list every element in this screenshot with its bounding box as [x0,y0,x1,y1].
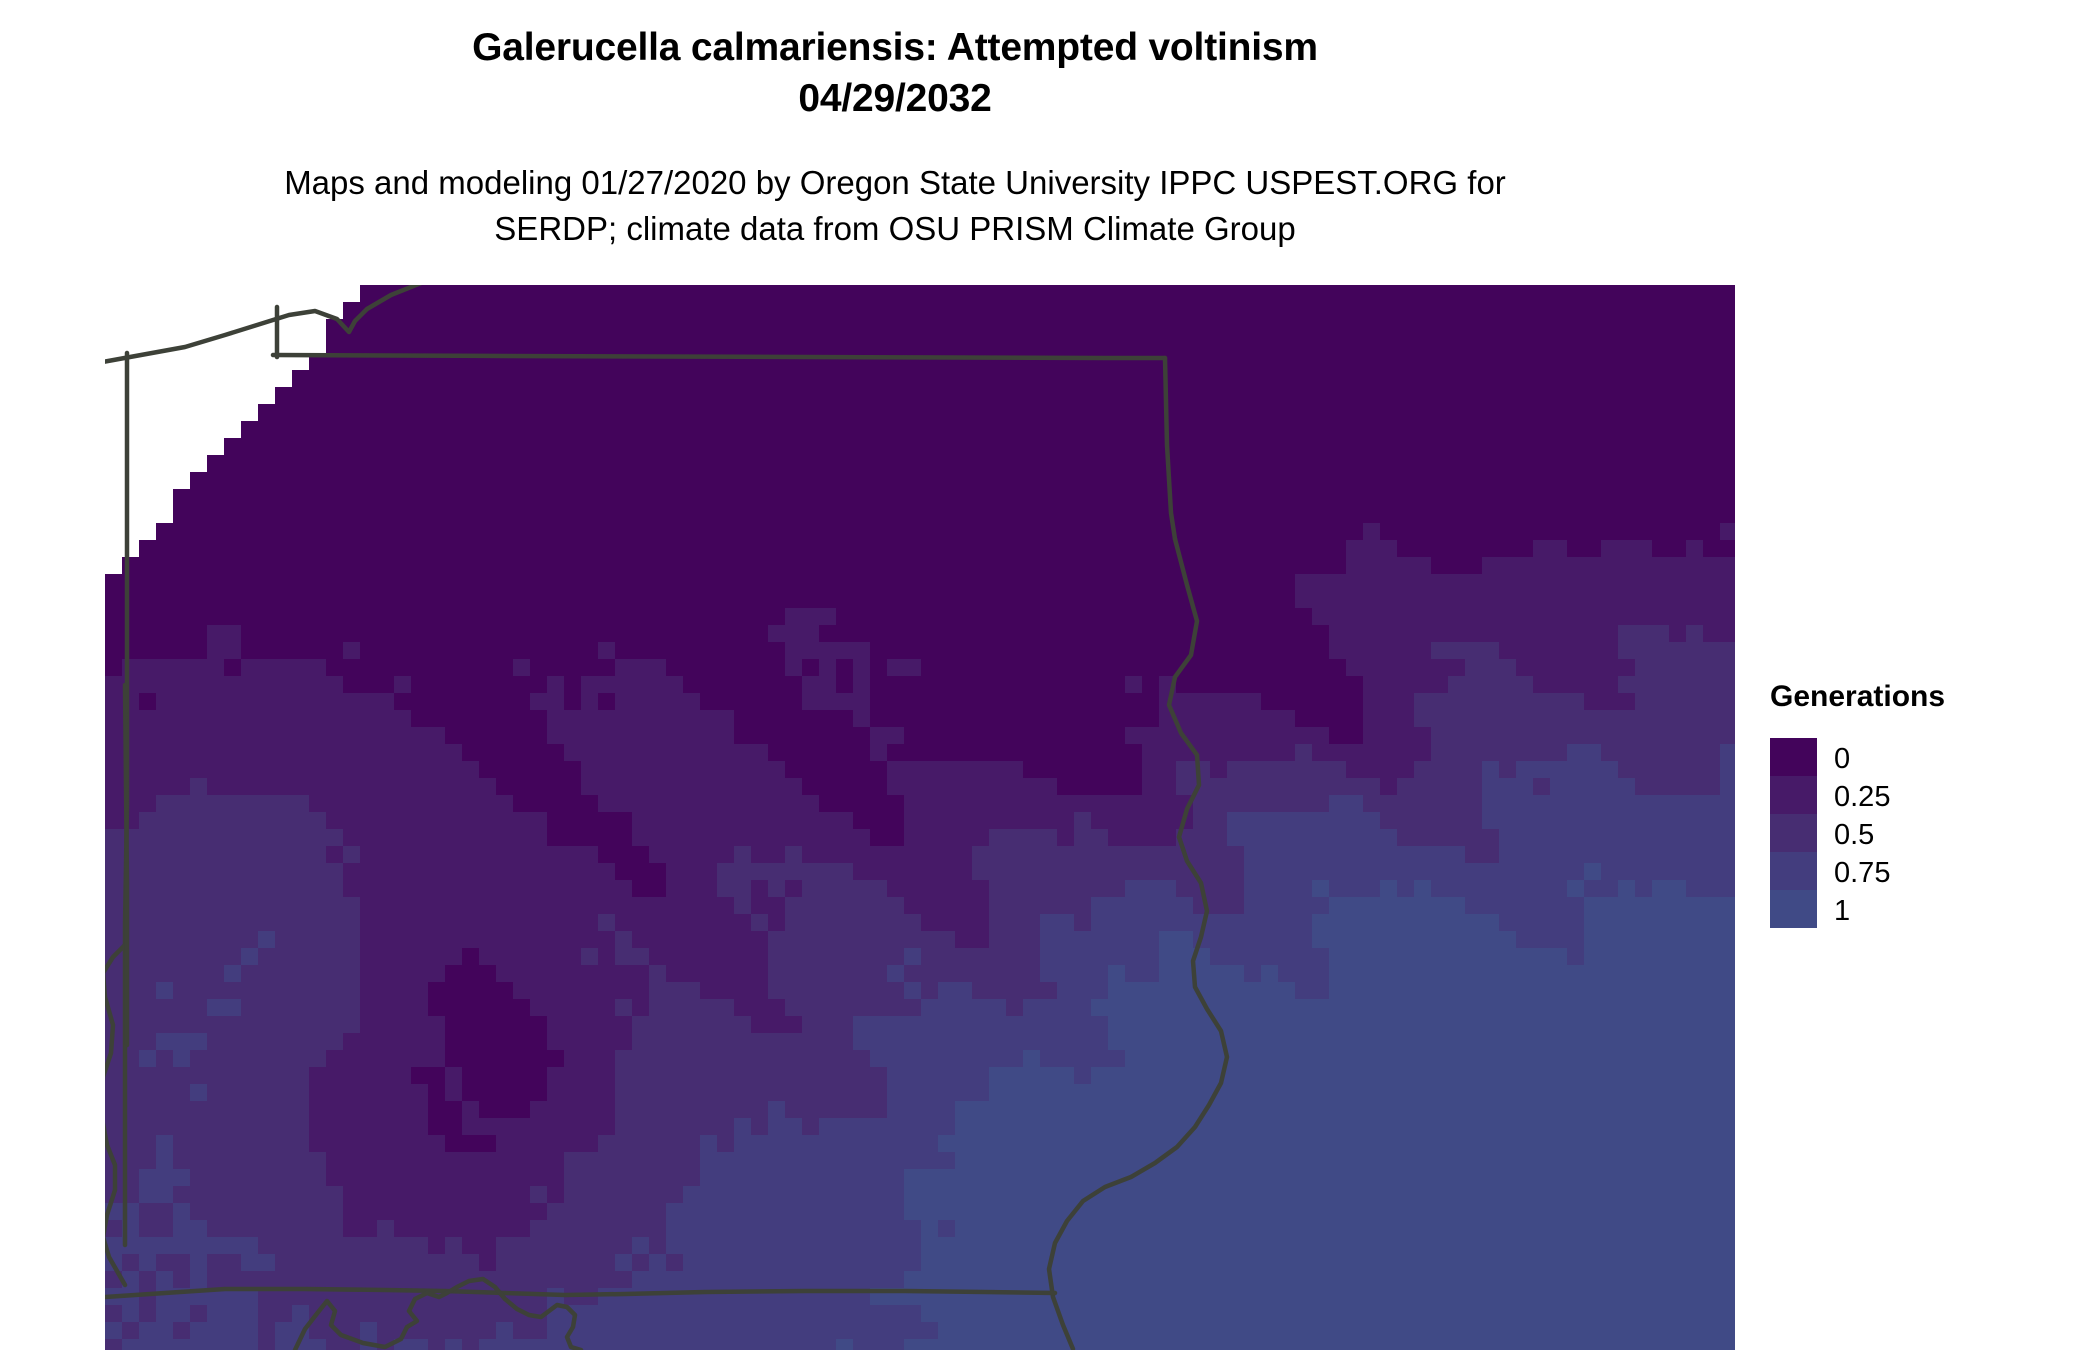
chart-subtitle: Maps and modeling 01/27/2020 by Oregon S… [0,160,1790,252]
subtitle-line-1: Maps and modeling 01/27/2020 by Oregon S… [284,164,1506,201]
state-border-overlay [105,285,1230,1350]
legend-swatch-4 [1770,890,1817,928]
legend-label-0: 0 [1834,743,1851,775]
pa-md-mason-dixon-path [105,1286,1058,1300]
pa-ny-border-path-east [1162,355,1178,542]
pa-ny-border-path [270,352,1168,361]
legend-label-column: 0 0.25 0.5 0.75 1 [1834,738,1890,930]
legend-label-4: 1 [1834,895,1851,927]
legend-swatch-0 [1770,738,1817,776]
legend-label-2: 0.5 [1834,819,1875,851]
legend-label-1: 0.25 [1834,781,1891,813]
legend-swatch-column [1770,738,1817,928]
legend-label-3: 0.75 [1834,857,1891,889]
subtitle-line-2: SERDP; climate data from OSU PRISM Clima… [494,210,1296,247]
voltinism-map [105,285,1735,1350]
pa-wv-border-path [105,942,128,1288]
pa-nj-delaware-river-path [1046,536,1230,1350]
md-panhandle-path [292,1276,584,1350]
legend: Generations 0 0.25 0.5 0.75 1 [1770,680,2070,930]
legend-swatch-1 [1770,776,1817,814]
title-line-2: 04/29/2032 [798,77,992,120]
generations-raster [105,285,1735,1350]
legend-title: Generations [1770,680,1946,713]
legend-swatch-3 [1770,852,1817,890]
legend-swatch-2 [1770,814,1817,852]
chart-title: Galerucella calmariensis: Attempted volt… [0,22,1790,124]
title-line-1: Galerucella calmariensis: Attempted volt… [472,26,1318,69]
west-county-line-path [122,682,130,1048]
lake-erie-shoreline-path [105,285,423,364]
